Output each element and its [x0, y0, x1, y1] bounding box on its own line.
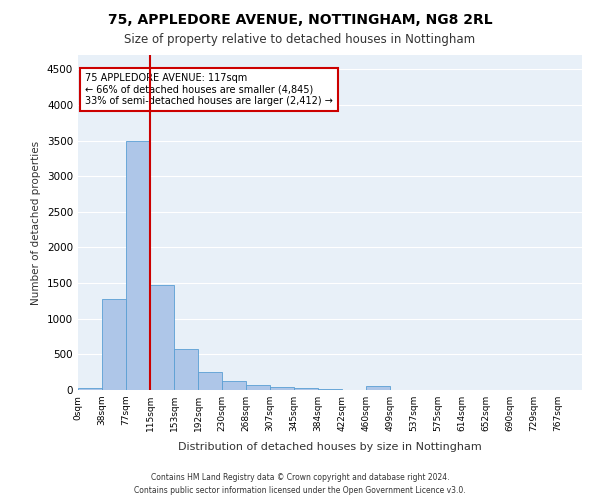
- Bar: [366, 386, 390, 390]
- Text: 75 APPLEDORE AVENUE: 117sqm
← 66% of detached houses are smaller (4,845)
33% of : 75 APPLEDORE AVENUE: 117sqm ← 66% of det…: [85, 73, 333, 106]
- Bar: [222, 382, 246, 390]
- Bar: [102, 300, 126, 390]
- X-axis label: Distribution of detached houses by size in Nottingham: Distribution of detached houses by size …: [178, 442, 482, 452]
- Text: Size of property relative to detached houses in Nottingham: Size of property relative to detached ho…: [124, 32, 476, 46]
- Y-axis label: Number of detached properties: Number of detached properties: [31, 140, 41, 304]
- Bar: [270, 387, 294, 390]
- Bar: [246, 384, 270, 390]
- Bar: [174, 349, 198, 390]
- Bar: [294, 388, 318, 390]
- Bar: [318, 389, 342, 390]
- Text: 75, APPLEDORE AVENUE, NOTTINGHAM, NG8 2RL: 75, APPLEDORE AVENUE, NOTTINGHAM, NG8 2R…: [107, 12, 493, 26]
- Bar: [150, 284, 174, 390]
- Text: Contains HM Land Registry data © Crown copyright and database right 2024.
Contai: Contains HM Land Registry data © Crown c…: [134, 473, 466, 495]
- Bar: [198, 372, 222, 390]
- Bar: [126, 140, 150, 390]
- Bar: [78, 388, 102, 390]
